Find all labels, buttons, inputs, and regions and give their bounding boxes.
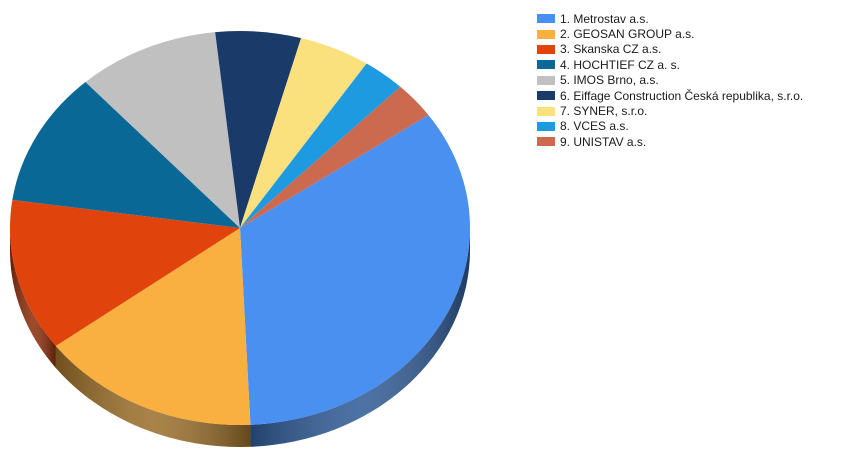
legend-item-syner-s-r-o: 7. SYNER, s.r.o. (537, 103, 803, 118)
legend-swatch (537, 60, 555, 69)
legend-item-eiffage-construction-ceska-republika-s-r-o: 6. Eiffage Construction Česká republika,… (537, 88, 803, 103)
legend-label: 2. GEOSAN GROUP a.s. (560, 28, 694, 40)
legend-label: 6. Eiffage Construction Česká republika,… (560, 90, 803, 102)
legend-label: 1. Metrostav a.s. (560, 13, 649, 25)
legend-swatch (537, 30, 555, 39)
legend-swatch (537, 45, 555, 54)
legend-label: 8. VCES a.s. (560, 120, 629, 132)
legend-item-geosan-group-a-s: 2. GEOSAN GROUP a.s. (537, 26, 803, 41)
legend-label: 3. Skanska CZ a.s. (560, 43, 661, 55)
legend-item-hochtief-cz-a-s: 4. HOCHTIEF CZ a. s. (537, 57, 803, 72)
legend-item-unistav-a-s: 9. UNISTAV a.s. (537, 134, 803, 149)
legend-label: 5. IMOS Brno, a.s. (560, 74, 659, 86)
legend-label: 7. SYNER, s.r.o. (560, 105, 647, 117)
legend: 1. Metrostav a.s. 2. GEOSAN GROUP a.s. 3. … (537, 11, 803, 150)
legend-item-imos-brno-a-s: 5. IMOS Brno, a.s. (537, 73, 803, 88)
legend-swatch (537, 137, 555, 146)
legend-label: 4. HOCHTIEF CZ a. s. (560, 59, 680, 71)
pie-slices: 1. Metrostav a.s.2. GEOSAN GROUP a.s.3. … (10, 31, 470, 425)
legend-swatch (537, 91, 555, 100)
legend-swatch (537, 107, 555, 116)
legend-swatch (537, 122, 555, 131)
legend-item-metrostav-a-s: 1. Metrostav a.s. (537, 11, 803, 26)
legend-item-vces-a-s: 8. VCES a.s. (537, 119, 803, 134)
legend-label: 9. UNISTAV a.s. (560, 136, 646, 148)
legend-item-skanska-cz-a-s: 3. Skanska CZ a.s. (537, 42, 803, 57)
legend-swatch (537, 14, 555, 23)
legend-swatch (537, 76, 555, 85)
